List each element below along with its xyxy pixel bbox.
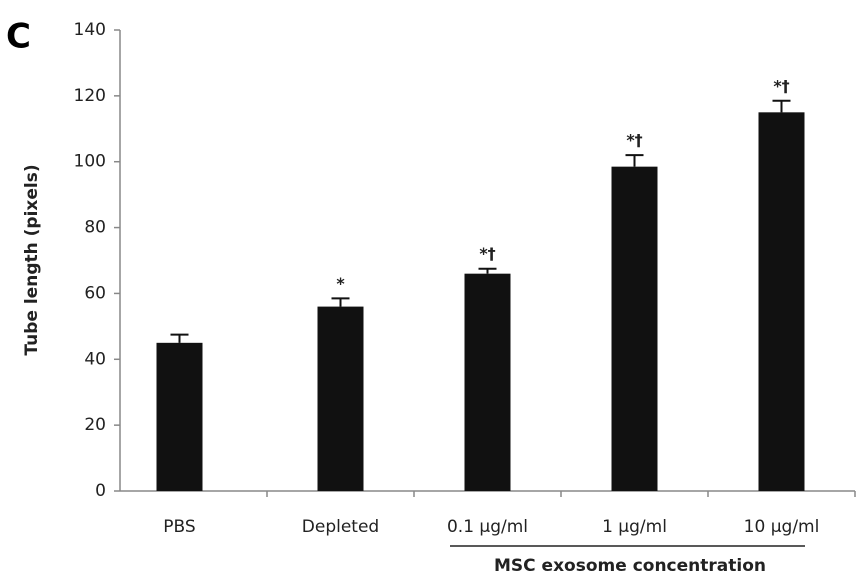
error-bar xyxy=(625,154,644,167)
bar xyxy=(611,166,658,491)
error-bar xyxy=(772,99,791,113)
bar xyxy=(758,112,805,492)
y-tick-label: 40 xyxy=(84,349,106,369)
x-tick-label: Depleted xyxy=(302,517,379,537)
significance-mark: * xyxy=(336,274,345,293)
bar xyxy=(464,273,511,491)
y-axis-label: Tube length (pixels) xyxy=(22,164,42,355)
x-tick-label: 1 µg/ml xyxy=(602,517,667,537)
y-tick-label: 140 xyxy=(74,20,106,40)
significance-mark: *† xyxy=(773,76,789,95)
error-bar xyxy=(331,297,350,307)
error-bar xyxy=(170,333,189,343)
error-bar xyxy=(478,267,497,274)
bar xyxy=(317,306,364,491)
y-tick-label: 120 xyxy=(74,86,106,106)
significance-mark: *† xyxy=(626,131,642,150)
bar xyxy=(156,342,203,491)
y-tick-label: 100 xyxy=(74,152,106,172)
x-axis-label: MSC exosome concentration xyxy=(494,556,766,576)
x-tick-label: PBS xyxy=(163,517,195,537)
significance-mark: *† xyxy=(479,244,495,263)
x-tick-label: 10 µg/ml xyxy=(744,517,820,537)
panel-label: C xyxy=(6,17,31,57)
y-tick-label: 20 xyxy=(84,415,106,435)
y-tick-label: 80 xyxy=(84,218,106,238)
y-tick-label: 60 xyxy=(84,283,106,303)
x-tick-label: 0.1 µg/ml xyxy=(447,517,528,537)
y-tick-label: 0 xyxy=(95,481,106,501)
